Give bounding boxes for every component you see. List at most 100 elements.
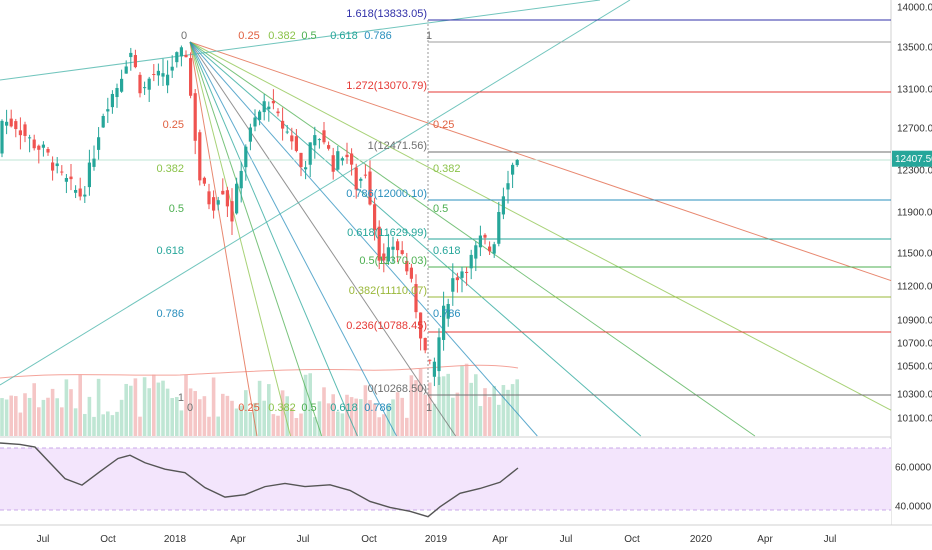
- candle-body: [451, 278, 455, 292]
- candle-body: [423, 337, 427, 351]
- price-scale[interactable]: [891, 0, 932, 525]
- gann-bottom-label: 0: [187, 402, 193, 414]
- candle-body: [18, 130, 22, 136]
- price-tick-label: 13100.00: [897, 85, 932, 96]
- candle-body: [285, 131, 289, 133]
- gann-fan-ray-bottom: [189, 41, 291, 437]
- candle-body: [23, 124, 27, 136]
- volume-bar: [336, 411, 340, 436]
- volume-bar: [515, 379, 519, 436]
- candle-body: [83, 194, 87, 197]
- volume-bar: [441, 376, 446, 436]
- candle-body: [198, 132, 202, 181]
- candle-body: [60, 171, 64, 173]
- candle-body: [501, 196, 505, 215]
- candle-body: [331, 155, 335, 172]
- time-tick-label: Oct: [624, 534, 640, 545]
- fib-labels: 1.618(13833.05) 1.272(13070.79) 1(12471.56…: [346, 8, 427, 395]
- candles-layer: [0, 45, 519, 387]
- volume-bar: [345, 394, 349, 436]
- candle-body: [396, 241, 400, 251]
- volume-bar: [501, 385, 506, 436]
- gann-fan-ray-up: [0, 0, 631, 386]
- gann-bottom-label: 0.618: [330, 402, 358, 414]
- candle-body: [221, 190, 225, 195]
- volume-bar: [363, 385, 368, 436]
- volume-bar: [69, 389, 73, 436]
- volume-bar: [400, 397, 404, 436]
- volume-bar: [46, 397, 50, 436]
- fib-level-label: 1(12471.56): [368, 140, 427, 152]
- price-tick-label: 10300.00: [897, 390, 932, 401]
- candle-body: [69, 176, 73, 180]
- volume-bar: [280, 390, 285, 436]
- volume-bar: [308, 373, 312, 436]
- time-tick-label: Apr: [492, 534, 508, 545]
- volume-bar: [446, 373, 450, 436]
- volume-bar: [276, 415, 280, 436]
- candle-body: [129, 52, 133, 58]
- price-tick-label: 11900.00: [897, 208, 932, 219]
- candle-body: [474, 245, 478, 259]
- gann-right-label: 0.618: [433, 245, 461, 257]
- volume-bar: [110, 415, 115, 436]
- candle-body: [281, 120, 285, 129]
- gann-bottom-label: 0.786: [364, 402, 392, 414]
- volume-bar: [60, 407, 64, 436]
- gann-fan-ray-right: [189, 41, 892, 411]
- candle-body: [308, 142, 312, 165]
- volume-bar: [464, 363, 469, 436]
- candle-body: [400, 250, 404, 254]
- gann-left-label: 0.786: [156, 308, 184, 320]
- gann-top-label: 0.25: [238, 30, 259, 42]
- volume-bar: [474, 374, 478, 436]
- volume-bar: [14, 396, 18, 436]
- candle-body: [290, 135, 294, 142]
- gann-right-label: 0.786: [433, 308, 461, 320]
- volume-bar: [414, 380, 418, 436]
- candle-body: [350, 153, 354, 165]
- candle-body: [267, 106, 271, 110]
- candle-body: [359, 178, 363, 181]
- candle-body: [506, 183, 510, 190]
- volume-bar: [64, 379, 69, 436]
- candle-body: [124, 66, 128, 74]
- gann-left-label: 0.618: [156, 245, 184, 257]
- volume-bar: [133, 378, 138, 436]
- main-pane[interactable]: [0, 0, 891, 436]
- candle-body: [101, 115, 105, 128]
- candle-body: [497, 211, 501, 244]
- price-tick-label: 10900.00: [897, 316, 932, 327]
- candle-body: [230, 201, 234, 222]
- fib-retracement-lines: [0, 19, 891, 396]
- volume-bar: [451, 397, 455, 436]
- candle-body: [432, 361, 436, 377]
- volume-layer: [0, 363, 519, 436]
- volume-bar: [432, 403, 437, 436]
- volume-bar: [313, 417, 317, 436]
- candle-body: [244, 146, 248, 168]
- volume-bar: [244, 390, 248, 436]
- candle-body: [469, 254, 473, 269]
- price-tick-label: 10700.00: [897, 339, 932, 350]
- volume-bar: [87, 396, 92, 436]
- volume-bar: [326, 403, 331, 436]
- volume-bar: [202, 396, 207, 436]
- volume-bar: [165, 388, 170, 436]
- candle-body: [340, 158, 344, 161]
- volume-bar: [354, 398, 358, 436]
- volume-bar: [106, 411, 110, 436]
- fib-level-label: 1.618(13833.05): [346, 8, 427, 20]
- volume-bar: [239, 405, 243, 436]
- gann-top-label: 0: [181, 30, 187, 42]
- candle-body: [336, 151, 340, 170]
- volume-bar: [510, 384, 515, 436]
- volume-bar: [55, 398, 59, 436]
- gann-fan-ray-right: [189, 41, 892, 282]
- candle-body: [184, 54, 188, 58]
- candle-body: [175, 52, 179, 63]
- time-tick-label: Jul: [37, 534, 50, 545]
- volume-bar: [119, 399, 124, 436]
- volume-bar: [184, 374, 188, 436]
